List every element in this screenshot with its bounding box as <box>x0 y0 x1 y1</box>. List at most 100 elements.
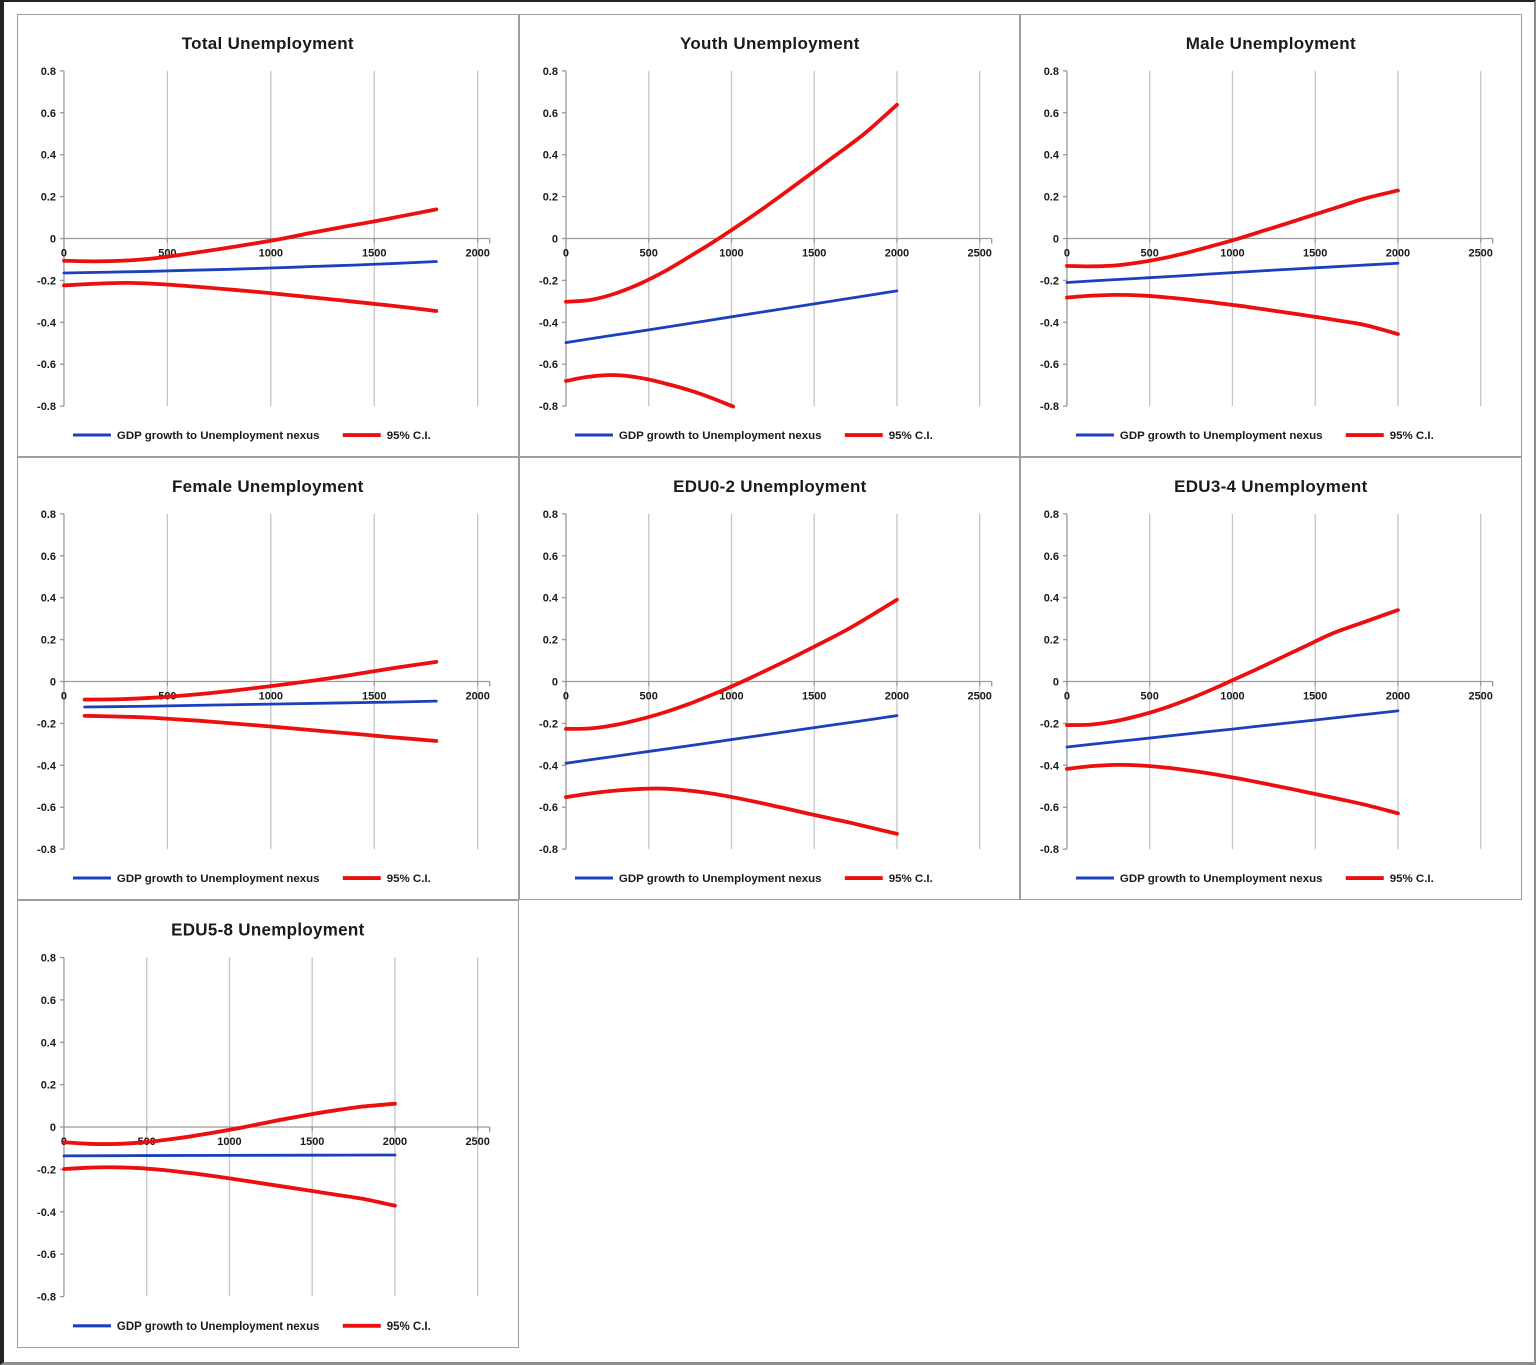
y-tick-label: -0.8 <box>37 1292 56 1304</box>
y-tick-label: 0 <box>1053 676 1059 688</box>
legend-ci-label: 95% C.I. <box>387 430 431 442</box>
x-tick-label: 0 <box>61 247 67 259</box>
x-tick-label: 1500 <box>802 690 826 702</box>
y-tick-label: 0 <box>552 676 558 688</box>
x-tick-label: 2000 <box>1386 247 1410 259</box>
ci-lower-line <box>1065 292 1401 336</box>
y-tick-label: 0 <box>1053 233 1059 245</box>
y-tick-label: -0.6 <box>539 359 558 371</box>
x-tick-label: 0 <box>563 690 569 702</box>
legend-nexus-label: GDP growth to Unemployment nexus <box>1120 873 1323 885</box>
y-tick-label: -0.2 <box>37 718 56 730</box>
legend-group: GDP growth to Unemployment nexus 95% C.I. <box>72 430 431 442</box>
y-tick-label: 0 <box>50 233 56 245</box>
nexus-line <box>62 260 438 275</box>
nexus-line <box>564 714 899 765</box>
legend-ci-label: 95% C.I. <box>888 873 932 885</box>
y-tick-label: -0.4 <box>37 1207 57 1219</box>
y-tick-label: 0.2 <box>41 635 56 647</box>
nexus-line <box>83 699 438 709</box>
y-tick-label: 0.6 <box>41 108 56 120</box>
y-tick-label: -0.2 <box>1040 275 1059 287</box>
chart-canvas: Youth Unemployment 0.8 0.6 0.4 0.2 0 -0.2 -0.4 -… <box>539 34 992 442</box>
y-tick-label: -0.4 <box>1040 760 1060 772</box>
chart-panel-1: Total Unemployment 0.8 0.6 0.4 0.2 0 -0.2 -0.4 -… <box>17 14 519 457</box>
chart-panel-3: Male Unemployment 0.8 0.6 0.4 0.2 0 -0.2 -0.4 -0… <box>1020 14 1522 457</box>
x-tick-label: 1500 <box>802 247 826 259</box>
y-tick-label: 0.8 <box>1044 66 1059 78</box>
y-tick-label: -0.4 <box>37 317 57 329</box>
chart-panel-2: Youth Unemployment 0.8 0.6 0.4 0.2 0 -0.2 -0.4 -… <box>518 14 1021 457</box>
ci-upper-line <box>563 102 899 304</box>
x-tick-label: 2000 <box>465 247 489 259</box>
chart-title: EDU0-2 Unemployment <box>673 477 867 496</box>
legend-nexus-label: GDP growth to Unemployment nexus <box>619 873 822 885</box>
x-tick-label: 2000 <box>884 247 908 259</box>
x-tick-label: 0 <box>1064 690 1070 702</box>
series-group <box>1065 188 1401 336</box>
y-tick-label: 0.6 <box>41 995 56 1007</box>
legend-group: GDP growth to Unemployment nexus 95% C.I. <box>1076 873 1434 885</box>
chart-canvas: EDU0-2 Unemployment 0.8 0.6 0.4 0.2 0 -0.2 -0.4… <box>539 477 992 885</box>
legend-ci-label: 95% C.I. <box>387 873 431 885</box>
y-tick-label: 0.2 <box>542 192 557 204</box>
nexus-line <box>1065 261 1400 284</box>
x-tick-label: 1500 <box>1303 690 1327 702</box>
chart-panel-7: EDU5-8 Unemployment 0.8 0.6 0.4 0.2 0 -0.2 -0.4… <box>17 900 519 1348</box>
x-tick-label: 1000 <box>1221 690 1245 702</box>
y-tick-label: 0.6 <box>1044 108 1059 120</box>
y-tick-label: 0.4 <box>1044 150 1060 162</box>
legend-ci-label: 95% C.I. <box>888 430 932 442</box>
nexus-line <box>1065 709 1400 749</box>
legend-ci-label: 95% C.I. <box>387 1321 431 1333</box>
y-tick-label: 0 <box>50 676 56 688</box>
x-tick-label: 2000 <box>1386 690 1410 702</box>
y-tick-label: 0.8 <box>542 66 557 78</box>
x-tick-label: 1000 <box>259 690 283 702</box>
x-tick-label: 1000 <box>719 690 743 702</box>
ci-lower-line <box>62 1165 397 1208</box>
y-tick-label: -0.6 <box>1040 802 1059 814</box>
y-tick-label: 0.8 <box>41 952 56 964</box>
x-tick-label: 0 <box>61 690 67 702</box>
legend-group: GDP growth to Unemployment nexus 95% C.I. <box>574 873 932 885</box>
y-tick-label: -0.6 <box>539 802 558 814</box>
y-tick-label: 0.4 <box>542 593 558 605</box>
x-tick-label: 0 <box>1064 247 1070 259</box>
y-tick-label: -0.6 <box>37 1249 56 1261</box>
ci-upper-line <box>1065 608 1401 727</box>
y-tick-label: 0 <box>552 233 558 245</box>
figure-grid: Total Unemployment 0.8 0.6 0.4 0.2 0 -0.2 -0.4 -… <box>17 14 1522 1348</box>
empty-cell <box>518 900 1021 1348</box>
y-tick-label: 0.8 <box>1044 509 1059 521</box>
legend-nexus-label: GDP growth to Unemployment nexus <box>117 430 320 442</box>
y-tick-label: -0.4 <box>37 760 57 772</box>
x-tick-label: 500 <box>158 247 176 259</box>
x-tick-label: 2500 <box>465 1136 489 1148</box>
y-tick-label: 0.4 <box>542 150 558 162</box>
ci-upper-line <box>1065 188 1401 269</box>
series-group <box>1065 608 1401 816</box>
legend-nexus-label: GDP growth to Unemployment nexus <box>619 430 822 442</box>
ci-upper-line <box>82 659 439 702</box>
series-group <box>563 102 899 409</box>
y-tick-label: 0.6 <box>41 551 56 563</box>
legend-nexus-label: GDP growth to Unemployment nexus <box>117 873 320 885</box>
chart-panel-4: Female Unemployment 0.8 0.6 0.4 0.2 0 -0.2 -0.4… <box>17 457 519 900</box>
y-tick-label: 0.2 <box>1044 192 1059 204</box>
y-tick-label: -0.8 <box>37 401 56 413</box>
y-tick-label: 0.2 <box>542 635 557 647</box>
ci-upper-line <box>563 597 899 731</box>
y-tick-label: 0.8 <box>542 509 557 521</box>
ci-lower-line <box>62 280 439 313</box>
x-tick-label: 1000 <box>259 247 283 259</box>
y-tick-label: 0.6 <box>542 108 557 120</box>
chart-title: EDU3-4 Unemployment <box>1174 477 1368 496</box>
legend-group: GDP growth to Unemployment nexus 95% C.I. <box>1076 430 1434 442</box>
y-tick-label: -0.6 <box>37 359 56 371</box>
x-tick-label: 2500 <box>1469 247 1493 259</box>
x-tick-label: 1500 <box>362 247 386 259</box>
chart-panel-6: EDU3-4 Unemployment 0.8 0.6 0.4 0.2 0 -0.2 -0.4… <box>1020 457 1522 900</box>
x-tick-label: 2000 <box>884 690 908 702</box>
